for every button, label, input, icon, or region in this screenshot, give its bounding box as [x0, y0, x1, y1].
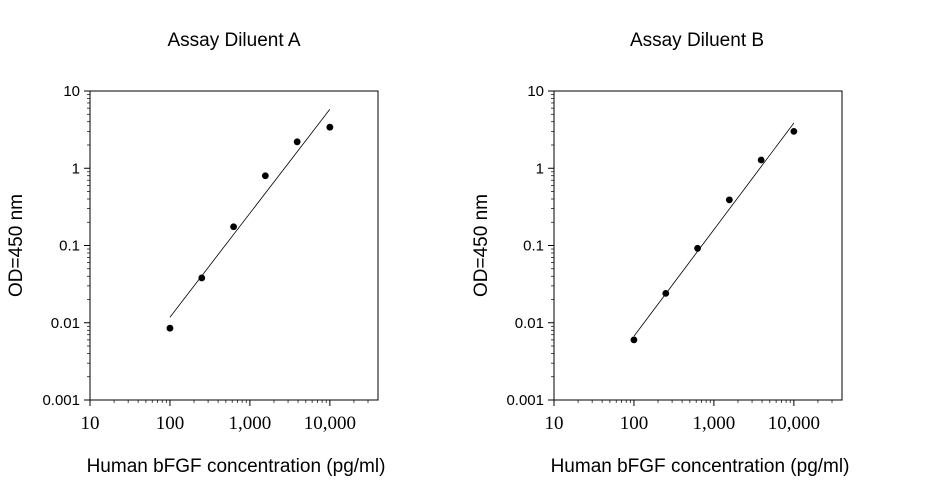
data-point	[725, 196, 733, 204]
y-axis-label: OD=450 nm	[471, 194, 492, 297]
y-tick-label: 0.1	[523, 238, 544, 255]
x-axis-label: Human bFGF concentration (pg/ml)	[87, 456, 386, 477]
data-point	[230, 223, 237, 231]
y-tick-label: 0.1	[59, 238, 80, 255]
x-tick-label: 10,000	[768, 413, 820, 434]
y-tick-label: 0.001	[506, 392, 544, 409]
y-tick-label: 1	[72, 160, 80, 177]
fit-line	[169, 109, 331, 318]
data-point	[790, 127, 798, 135]
data-point	[326, 123, 334, 131]
x-tick-label: 10	[81, 413, 100, 434]
data-point	[293, 138, 301, 146]
y-tick-label: 10	[527, 83, 544, 100]
x-tick-label: 100	[156, 413, 185, 434]
data-point	[757, 156, 765, 164]
x-tick-label: 1,000	[693, 413, 736, 434]
chart-title: Assay Diluent A	[167, 30, 300, 51]
y-axis-label: OD=450 nm	[6, 194, 27, 297]
plot-frame	[89, 90, 379, 401]
y-tick-label: 0.01	[515, 315, 544, 332]
x-axis-label: Human bFGF concentration (pg/ml)	[551, 456, 850, 477]
data-point	[166, 324, 174, 332]
x-tick-label: 100	[620, 413, 649, 434]
data-point	[662, 289, 670, 297]
data-point	[198, 274, 206, 282]
fit-line	[633, 122, 795, 337]
x-tick-label: 1,000	[229, 413, 272, 434]
y-tick-label: 0.001	[42, 392, 80, 409]
data-point	[261, 172, 269, 180]
y-tick-label: 1	[536, 160, 544, 177]
y-tick-label: 0.01	[51, 315, 80, 332]
data-point	[694, 244, 701, 252]
chart-title: Assay Diluent B	[630, 30, 764, 51]
y-tick-label: 10	[63, 83, 80, 100]
x-tick-label: 10,000	[304, 413, 356, 434]
data-point	[630, 336, 638, 344]
x-tick-label: 10	[545, 413, 564, 434]
